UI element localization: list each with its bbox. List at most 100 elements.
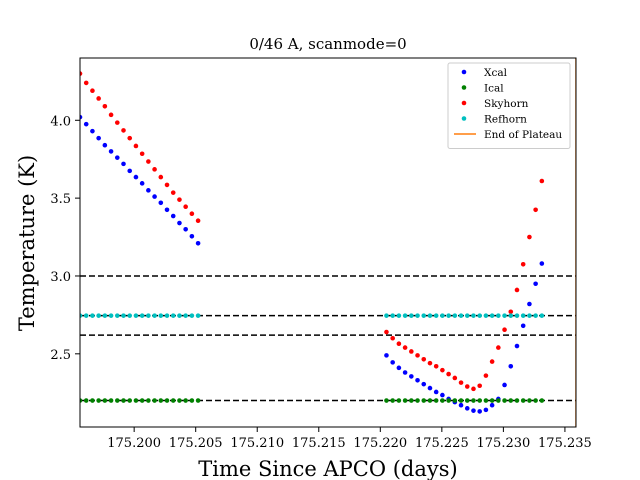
data-point xyxy=(114,398,120,403)
data-point xyxy=(139,313,145,318)
y-axis-label: Temperature (K) xyxy=(15,155,39,331)
data-point xyxy=(527,234,532,240)
data-point xyxy=(440,313,445,318)
y-tick-label: 4.0 xyxy=(50,114,71,129)
data-point xyxy=(396,365,402,371)
data-point xyxy=(183,204,188,209)
data-point xyxy=(508,309,514,315)
data-point xyxy=(396,398,402,403)
data-point xyxy=(83,80,89,86)
data-point xyxy=(452,398,458,403)
data-point xyxy=(533,313,538,318)
x-tick-label: 175.215 xyxy=(292,436,346,451)
data-point xyxy=(90,128,95,134)
data-point xyxy=(177,398,182,403)
data-point xyxy=(527,313,532,318)
data-point xyxy=(390,335,395,341)
x-tick-label: 175.235 xyxy=(538,436,592,451)
data-point xyxy=(483,373,489,378)
series-skyhorn xyxy=(80,71,545,392)
data-point xyxy=(108,112,114,118)
data-point xyxy=(489,402,495,408)
data-point xyxy=(114,313,120,318)
data-point xyxy=(446,398,451,403)
data-point xyxy=(96,313,101,318)
data-point xyxy=(427,313,433,318)
data-point xyxy=(195,240,201,246)
data-point xyxy=(433,363,439,369)
x-tick-label: 175.200 xyxy=(107,436,161,451)
data-point xyxy=(496,345,501,350)
data-point xyxy=(539,178,545,184)
data-point xyxy=(539,398,545,403)
data-point xyxy=(533,281,538,287)
data-point xyxy=(502,398,507,403)
data-point xyxy=(427,385,433,391)
data-point xyxy=(96,96,101,101)
data-point xyxy=(384,398,389,403)
series-xcal xyxy=(80,114,545,414)
data-point xyxy=(177,197,182,202)
data-point xyxy=(477,383,482,389)
legend-label: End of Plateau xyxy=(484,129,562,141)
data-point xyxy=(189,233,195,239)
data-point xyxy=(108,398,114,403)
data-point xyxy=(114,120,120,125)
y-tick-label: 2.5 xyxy=(50,348,71,363)
legend: Xcal Ical Skyhorn Refhorn End of Plateau xyxy=(447,62,571,149)
data-point xyxy=(80,313,83,318)
data-point xyxy=(139,151,145,157)
data-point xyxy=(527,398,532,403)
data-point xyxy=(409,398,414,403)
data-point xyxy=(164,207,170,213)
data-point xyxy=(133,143,139,149)
data-point xyxy=(170,313,176,318)
legend-box xyxy=(447,62,571,149)
data-point xyxy=(390,360,395,365)
data-point xyxy=(409,374,414,379)
data-point xyxy=(102,313,108,318)
data-point xyxy=(390,398,395,403)
data-point xyxy=(127,168,133,174)
data-point xyxy=(433,389,439,395)
data-point xyxy=(514,343,520,349)
data-point xyxy=(114,155,120,160)
data-point xyxy=(483,398,489,403)
data-point xyxy=(183,398,188,403)
legend-label: Ical xyxy=(484,83,504,95)
data-point xyxy=(446,313,451,318)
data-point xyxy=(477,409,482,414)
data-point xyxy=(177,313,182,318)
data-point xyxy=(527,301,532,307)
data-point xyxy=(471,313,476,318)
data-point xyxy=(520,313,526,318)
data-point xyxy=(502,313,507,318)
data-point xyxy=(158,174,164,180)
data-point xyxy=(539,261,545,266)
data-point xyxy=(483,407,489,413)
data-point xyxy=(127,135,133,141)
data-point xyxy=(409,349,414,354)
data-point xyxy=(158,313,164,318)
data-point xyxy=(146,313,151,318)
data-point xyxy=(421,381,427,387)
data-point xyxy=(164,313,170,318)
data-point xyxy=(415,377,420,383)
data-point xyxy=(384,329,389,335)
data-point xyxy=(477,313,482,318)
data-point xyxy=(458,380,464,385)
data-point xyxy=(415,398,420,403)
data-point xyxy=(164,398,170,403)
data-point xyxy=(146,188,151,193)
data-point xyxy=(384,313,389,318)
data-point xyxy=(446,371,451,377)
legend-marker xyxy=(461,85,467,90)
data-point xyxy=(402,398,408,403)
legend-marker xyxy=(461,69,467,75)
data-point xyxy=(152,167,157,172)
y-tick-label: 3.5 xyxy=(50,192,71,207)
data-point xyxy=(102,142,108,148)
data-point xyxy=(384,353,389,358)
data-point xyxy=(402,313,408,318)
